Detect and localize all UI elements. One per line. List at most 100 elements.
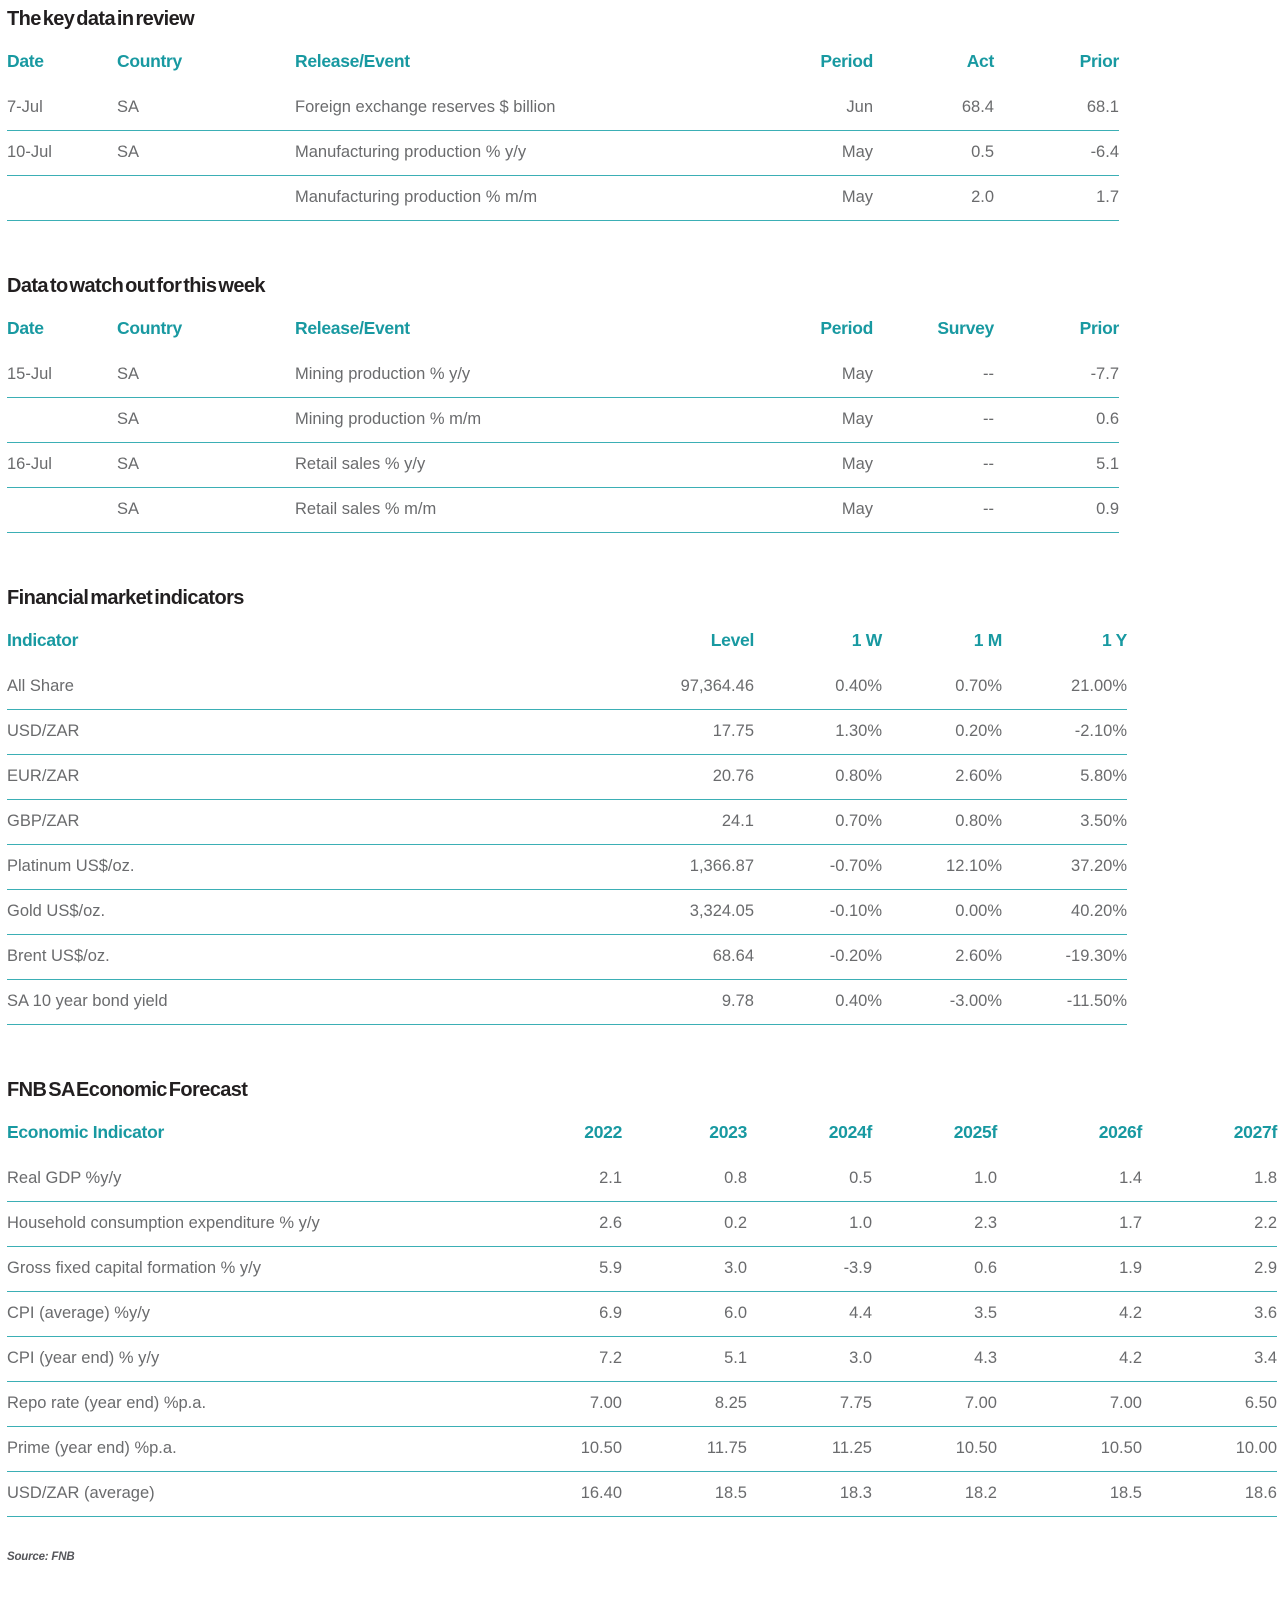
table-cell: 1.4 — [997, 1157, 1142, 1202]
table-cell: -2.10% — [1002, 709, 1127, 755]
table-cell: -- — [873, 442, 994, 488]
table-cell: 2.6 — [437, 1201, 622, 1247]
table-cell: 0.80% — [754, 754, 882, 800]
table-cell: 2.60% — [882, 934, 1002, 980]
financial-market-indicators-table: Indicator Level 1 W 1 M 1 Y All Share 97,364.4… — [7, 624, 1127, 1025]
table-cell: 2.9 — [1142, 1246, 1277, 1292]
table-row: 15-Jul SA Mining production % y/y May -- -7.7 — [7, 353, 1119, 398]
table-cell: 6.9 — [437, 1291, 622, 1337]
table-cell: 8.25 — [622, 1381, 747, 1427]
table-cell: Household consumption expenditure % y/y — [7, 1201, 437, 1247]
table-cell: EUR/ZAR — [7, 754, 562, 800]
table-cell: -3.00% — [882, 979, 1002, 1025]
table-cell: 1.8 — [1142, 1157, 1277, 1202]
table-cell: Jun — [718, 86, 873, 131]
column-header: Country — [117, 51, 182, 71]
table-row: Repo rate (year end) %p.a. 7.00 8.25 7.75 7.… — [7, 1381, 1277, 1427]
table-cell: 0.70% — [754, 799, 882, 845]
table-cell: All Share — [7, 665, 562, 710]
table-cell: 3.6 — [1142, 1291, 1277, 1337]
table-cell: 18.3 — [747, 1471, 872, 1517]
table-cell: 4.2 — [997, 1336, 1142, 1382]
table-cell: 10.50 — [872, 1426, 997, 1472]
table-cell: -0.70% — [754, 844, 882, 890]
column-header: 1 W — [851, 630, 883, 650]
table-cell: 16-Jul — [7, 442, 117, 488]
table-cell: -6.4 — [994, 130, 1119, 176]
table-cell: 7.00 — [437, 1381, 622, 1427]
table-cell: -0.10% — [754, 889, 882, 935]
table-cell: 68.64 — [562, 934, 754, 980]
table-cell: 5.1 — [622, 1336, 747, 1382]
table-cell: 3.0 — [622, 1246, 747, 1292]
table-row: USD/ZAR (average) 16.40 18.5 18.3 18.2 18.5 18… — [7, 1471, 1277, 1517]
column-header: 2024f — [828, 1122, 873, 1142]
table-cell: 0.80% — [882, 799, 1002, 845]
data-to-watch-table: Date Country Release/Event Period Survey Prio… — [7, 312, 1119, 533]
column-header: Release/Event — [295, 318, 410, 338]
table-cell: 4.4 — [747, 1291, 872, 1337]
table-cell: SA — [117, 442, 295, 488]
table-cell: USD/ZAR — [7, 709, 562, 755]
table-cell — [7, 397, 117, 443]
table-cell: 7.00 — [997, 1381, 1142, 1427]
table-cell: CPI (year end) % y/y — [7, 1336, 437, 1382]
table-cell: SA 10 year bond yield — [7, 979, 562, 1025]
table-cell: 10-Jul — [7, 130, 117, 176]
column-header: 2023 — [709, 1122, 747, 1142]
table-cell: 0.6 — [872, 1246, 997, 1292]
source-note: Source: FNB — [7, 1551, 75, 1563]
table-cell: -7.7 — [994, 353, 1119, 398]
section-data-to-watch: Data to watch out for this week Date Coun… — [7, 275, 1280, 533]
table-cell: Mining production % y/y — [295, 353, 718, 398]
column-header: Economic Indicator — [7, 1122, 164, 1142]
table-cell: 11.25 — [747, 1426, 872, 1472]
section-title: Financial market indicators — [7, 587, 244, 609]
table-cell: Retail sales % m/m — [295, 487, 718, 533]
table-cell: Foreign exchange reserves $ billion — [295, 86, 718, 131]
column-header: Level — [710, 630, 755, 650]
table-cell: 10.00 — [1142, 1426, 1277, 1472]
table-row: 16-Jul SA Retail sales % y/y May -- 5.1 — [7, 442, 1119, 488]
table-cell: SA — [117, 487, 295, 533]
table-cell — [117, 175, 295, 221]
column-header: Country — [117, 318, 182, 338]
table-cell: 1,366.87 — [562, 844, 754, 890]
table-cell: -- — [873, 353, 994, 398]
table-cell: Repo rate (year end) %p.a. — [7, 1381, 437, 1427]
header-row: Economic Indicator 2022 2023 2024f 2025f 2026… — [7, 1116, 1277, 1157]
table-cell: Platinum US$/oz. — [7, 844, 562, 890]
table-cell: Manufacturing production % y/y — [295, 130, 718, 176]
table-cell: 40.20% — [1002, 889, 1127, 935]
table-row: EUR/ZAR 20.76 0.80% 2.60% 5.80% — [7, 754, 1127, 800]
table-cell: 0.8 — [622, 1157, 747, 1202]
table-row: SA Mining production % m/m May -- 0.6 — [7, 397, 1119, 443]
table-cell: Brent US$/oz. — [7, 934, 562, 980]
table-cell: SA — [117, 397, 295, 443]
table-cell: CPI (average) %y/y — [7, 1291, 437, 1337]
table-cell: 0.40% — [754, 979, 882, 1025]
table-cell: May — [718, 130, 873, 176]
table-row: 7-Jul SA Foreign exchange reserves $ billi… — [7, 86, 1119, 131]
table-cell: 7-Jul — [7, 86, 117, 131]
table-cell: 15-Jul — [7, 353, 117, 398]
table-cell: 5.80% — [1002, 754, 1127, 800]
table-cell: 7.75 — [747, 1381, 872, 1427]
column-header: Prior — [1079, 318, 1120, 338]
table-cell: 1.0 — [747, 1201, 872, 1247]
table-cell: 0.6 — [994, 397, 1119, 443]
table-cell: May — [718, 397, 873, 443]
table-row: CPI (year end) % y/y 7.2 5.1 3.0 4.3 4.2 3.4 — [7, 1336, 1277, 1382]
table-cell: 10.50 — [437, 1426, 622, 1472]
table-cell: -- — [873, 487, 994, 533]
column-header: Date — [7, 318, 44, 338]
table-cell: Mining production % m/m — [295, 397, 718, 443]
table-cell: 9.78 — [562, 979, 754, 1025]
column-header: Act — [966, 51, 995, 71]
table-cell: 24.1 — [562, 799, 754, 845]
table-cell: 68.4 — [873, 86, 994, 131]
section-financial-market-indicators: Financial market indicators Indicator Lev… — [7, 587, 1280, 1025]
column-header: Indicator — [7, 630, 79, 650]
table-cell: 10.50 — [997, 1426, 1142, 1472]
